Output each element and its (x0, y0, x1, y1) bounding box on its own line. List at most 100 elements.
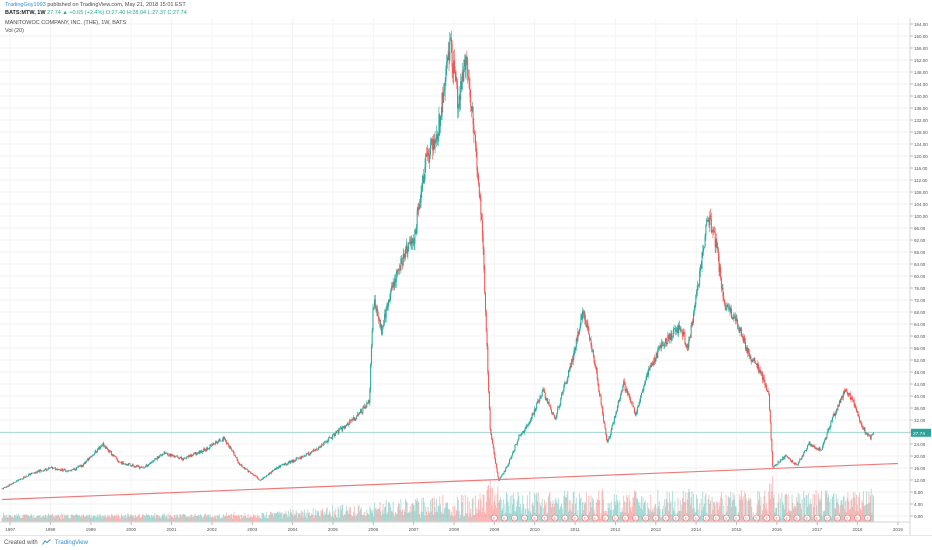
candle-body (254, 475, 256, 476)
candle-body (737, 323, 739, 330)
volume-bar (203, 516, 205, 522)
volume-bar (795, 507, 797, 522)
candle-body (577, 331, 579, 341)
volume-bar (748, 497, 750, 522)
candle-body (104, 445, 106, 448)
candle-body (394, 278, 396, 287)
volume-bar (146, 515, 148, 522)
volume-bar (419, 513, 421, 522)
volume-bar (141, 516, 143, 522)
volume-label[interactable]: Vol (20) (5, 27, 24, 34)
volume-bar (99, 515, 101, 522)
volume-bar (670, 500, 672, 522)
volume-bar (596, 498, 598, 522)
candle-body (259, 479, 261, 481)
author-link[interactable]: TradingGoy1993 (5, 2, 46, 8)
candle-body (474, 134, 476, 135)
candle-body (83, 463, 85, 467)
volume-bar (846, 497, 848, 522)
y-tick-label: 108.00 (914, 190, 928, 195)
volume-bar (651, 509, 653, 522)
volume-bar (464, 516, 466, 522)
y-tick-label: 68.00 (914, 310, 926, 315)
volume-bar (536, 501, 538, 522)
volume-bar (420, 511, 422, 522)
volume-bar (15, 516, 17, 522)
company-line: MANITOWOC COMPANY, INC. (THE), 1W, BATS (5, 20, 187, 28)
volume-bar (533, 506, 535, 522)
volume-bar (229, 516, 231, 522)
tradingview-brand[interactable]: TradingView (54, 540, 88, 546)
x-tick-label: 2006 (368, 527, 379, 532)
volume-bar (841, 504, 843, 522)
volume-bar (179, 514, 181, 522)
volume-bar (415, 499, 417, 522)
event-marker (773, 514, 781, 522)
volume-bar (839, 505, 841, 522)
candle-body (629, 395, 631, 400)
volume-bar (303, 512, 305, 522)
candle-body (563, 385, 565, 392)
candle-body (310, 452, 312, 454)
x-tick-label: 2003 (247, 527, 258, 532)
candle-body (450, 37, 452, 40)
volume-bar (505, 492, 507, 522)
volume-bar (699, 503, 701, 522)
volume-bar (862, 502, 864, 522)
volume-bar (744, 491, 746, 522)
candle-body (842, 393, 844, 398)
volume-bar (863, 506, 865, 522)
candle-body (374, 299, 376, 307)
volume-bar (236, 514, 238, 522)
volume-bar (396, 513, 398, 522)
symbol-label[interactable]: BATS:MTW, 1W (5, 9, 46, 16)
candle-body (447, 51, 449, 58)
candle-body (682, 331, 684, 337)
volume-bar (741, 499, 743, 522)
candle-body (371, 329, 373, 347)
candle-body (676, 328, 678, 330)
last-price-badge-label: 27.74 (913, 431, 925, 437)
volume-bar (873, 496, 875, 522)
volume-bar (609, 510, 611, 522)
candle-body (46, 470, 48, 471)
candle-body (98, 447, 100, 449)
candle-body (325, 441, 327, 443)
volume-bar (475, 507, 477, 522)
volume-bar (493, 501, 495, 522)
candle-body (520, 434, 522, 436)
volume-bar (227, 515, 229, 522)
candle-body (323, 441, 325, 444)
candle-body (252, 474, 254, 476)
candle-body (687, 344, 689, 348)
candle-body (576, 338, 578, 341)
candle-body (217, 441, 219, 444)
volume-bar (641, 509, 643, 522)
volume-bar (280, 513, 282, 522)
candle-body (171, 454, 173, 456)
volume-bar (467, 496, 469, 522)
volume-bar (383, 513, 385, 522)
volume-bar (360, 508, 362, 522)
volume-bar (664, 499, 666, 522)
candle-body (336, 429, 338, 432)
candle-body (300, 457, 302, 459)
candle-body (287, 463, 289, 465)
volume-bar (30, 515, 32, 522)
candle-body (724, 299, 726, 304)
candle-body (327, 439, 329, 443)
candle-body (55, 467, 57, 470)
candle-body (790, 460, 792, 462)
trendline[interactable] (1, 462, 898, 501)
volume-bar (65, 514, 67, 522)
candle-body (725, 309, 727, 310)
candle-body (339, 427, 341, 429)
candle-body (187, 456, 189, 458)
candle-body (851, 398, 853, 400)
candle-body (281, 464, 283, 466)
volume-bar (543, 499, 545, 522)
time-axis[interactable]: 1997 1998 1999 2000 2001 2002 2003 2004 2005 2006… (5, 522, 903, 532)
candle-body (181, 458, 183, 460)
volume-bar (710, 514, 712, 522)
